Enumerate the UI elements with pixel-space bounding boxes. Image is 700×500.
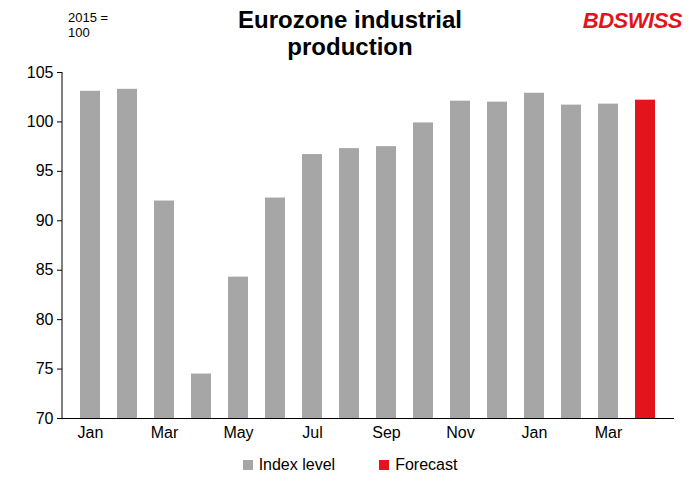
svg-text:85: 85 xyxy=(36,261,54,278)
svg-text:Sep: Sep xyxy=(372,424,401,441)
svg-text:Jul: Jul xyxy=(302,424,322,441)
html-text:BDSWISS: BDSWISS xyxy=(582,8,682,33)
svg-text:Mar: Mar xyxy=(151,424,179,441)
svg-text:105: 105 xyxy=(27,64,54,81)
html-text:Eurozone industrial production: Eurozone industrial production xyxy=(238,6,462,60)
svg-text:Jan: Jan xyxy=(78,424,104,441)
svg-text:May: May xyxy=(223,424,253,441)
svg-text:Mar: Mar xyxy=(595,424,623,441)
svg-text:Jan: Jan xyxy=(522,424,548,441)
svg-text:Nov: Nov xyxy=(446,424,474,441)
svg-text:75: 75 xyxy=(36,360,54,377)
svg-text:95: 95 xyxy=(36,162,54,179)
html-text:Forecast: Forecast xyxy=(395,456,458,473)
svg-text:90: 90 xyxy=(36,212,54,229)
svg-text:100: 100 xyxy=(27,113,54,130)
html-text:2015 = 100: 2015 = 100 xyxy=(68,10,109,40)
svg-text:70: 70 xyxy=(36,410,54,427)
svg-text:80: 80 xyxy=(36,311,54,328)
html-text:Index level: Index level xyxy=(258,456,336,473)
